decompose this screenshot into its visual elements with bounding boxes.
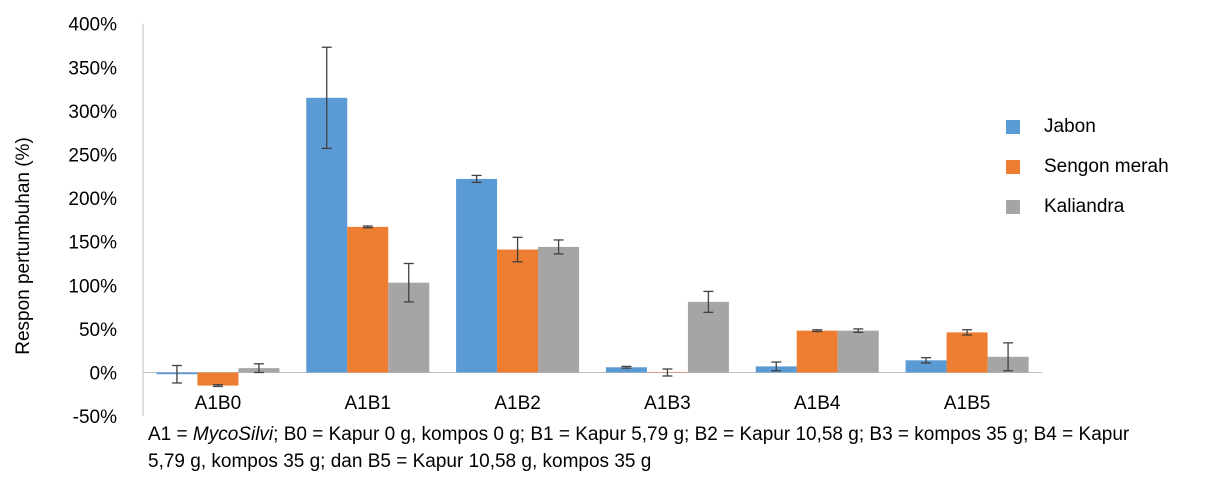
- chart-error-bars: [171, 46, 1014, 388]
- bar: [197, 372, 239, 386]
- x-tick-label: A1B4: [794, 393, 841, 414]
- y-tick-label: 0%: [90, 364, 118, 385]
- x-tick-label: A1B2: [494, 393, 540, 414]
- legend-swatch-jabon: [1006, 120, 1020, 134]
- x-tick-label: A1B3: [644, 393, 690, 414]
- y-tick-label: 250%: [68, 146, 117, 167]
- caption-prefix: A1 =: [148, 424, 193, 445]
- caption-text: ; B0 = Kapur 0 g, kompos 0 g; B1 = Kapur…: [148, 424, 1135, 472]
- y-tick-label: 50%: [79, 320, 117, 341]
- caption-italic: MycoSilvi: [192, 424, 274, 445]
- x-tick-label: A1B5: [944, 393, 990, 414]
- bar: [796, 330, 838, 373]
- y-tick-label: 100%: [68, 276, 117, 297]
- y-tick-label: -50%: [73, 407, 117, 428]
- legend-item-jabon: Jabon: [1006, 107, 1169, 147]
- bar: [687, 301, 729, 373]
- y-tick-label: 400%: [68, 15, 117, 36]
- bar: [347, 226, 389, 373]
- y-tick-label: 350%: [68, 58, 117, 79]
- x-tick-label: A1B1: [345, 393, 391, 414]
- legend-item-kaliandra: Kaliandra: [1006, 187, 1169, 227]
- bar: [946, 332, 988, 373]
- y-axis-label: Respon pertumbuhan (%): [13, 137, 34, 355]
- bar: [837, 330, 879, 373]
- legend-label-sengon-merah: Sengon merah: [1044, 156, 1169, 177]
- legend-swatch-sengon-merah: [1006, 160, 1020, 174]
- bar: [456, 178, 498, 373]
- x-tick-label: A1B0: [195, 393, 241, 414]
- figure-caption: A1 = MycoSilvi; B0 = Kapur 0 g, kompos 0…: [148, 421, 1158, 475]
- bar: [605, 367, 647, 373]
- legend-item-sengon-merah: Sengon merah: [1006, 147, 1169, 187]
- legend-label-kaliandra: Kaliandra: [1044, 196, 1125, 217]
- y-tick-label: 300%: [68, 102, 117, 123]
- legend-swatch-kaliandra: [1006, 200, 1020, 214]
- chart-legend: Jabon Sengon merah Kaliandra: [1006, 107, 1169, 227]
- y-tick-label: 200%: [68, 189, 117, 210]
- y-tick-label: 150%: [68, 233, 117, 254]
- bar: [497, 249, 539, 373]
- bar: [538, 246, 580, 373]
- legend-label-jabon: Jabon: [1044, 116, 1096, 137]
- bar: [905, 360, 947, 373]
- chart-tick-labels: -50% 0% 50% 100% 150% 200% 250% 300% 350% 400% A1B…: [68, 15, 990, 428]
- chart-axes: [142, 23, 1042, 417]
- chart-bars: [156, 97, 1029, 386]
